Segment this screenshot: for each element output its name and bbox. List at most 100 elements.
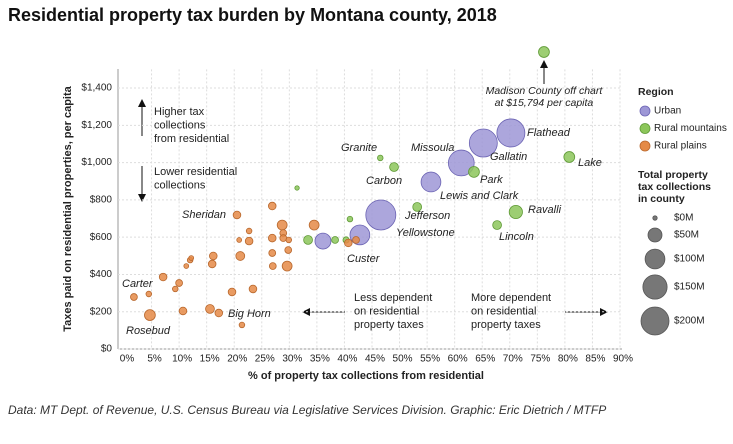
- bubble: [158, 272, 168, 282]
- bubble: [232, 210, 242, 220]
- bubble: [377, 154, 384, 162]
- county-label: Lincoln: [499, 231, 534, 243]
- bubble: [268, 249, 277, 257]
- offchart-bubble: [538, 46, 550, 58]
- bubble: [285, 236, 292, 244]
- bubble: [144, 309, 156, 321]
- x-tick-label: 90%: [613, 354, 633, 365]
- county-label: Carter: [122, 278, 154, 290]
- county-label: Granite: [341, 142, 377, 154]
- y-tick-label: $0: [101, 344, 113, 355]
- bubble: [268, 201, 277, 211]
- bubble: [175, 279, 183, 287]
- y-axis-label: Taxes paid on residential properties, pe…: [62, 85, 74, 331]
- x-tick-label: 60%: [448, 354, 468, 365]
- bubble: [227, 287, 237, 297]
- bubble: [188, 255, 195, 261]
- bubble: [236, 237, 243, 243]
- x-tick-label: 20%: [227, 354, 247, 365]
- size-legend-title: Total property: [638, 169, 708, 181]
- annotation: on residential: [354, 305, 419, 317]
- bubble: [563, 151, 576, 163]
- y-tick-label: $1,400: [81, 83, 112, 94]
- y-tick-label: $1,200: [81, 120, 112, 131]
- annotation: Less dependent: [354, 292, 432, 304]
- county-label: Lake: [578, 157, 602, 169]
- county-label: Flathead: [527, 127, 571, 139]
- size-legend-label: $100M: [674, 254, 705, 265]
- bubble: [412, 202, 423, 212]
- offchart-label: at $15,794 per capita: [495, 97, 594, 109]
- bubble: [389, 162, 399, 172]
- x-tick-label: 30%: [282, 354, 302, 365]
- size-legend-circle: [647, 227, 663, 243]
- county-label: Yellowstone: [396, 227, 455, 239]
- size-legend-circle: [652, 215, 658, 221]
- x-tick-label: 70%: [503, 354, 523, 365]
- bubble: [235, 251, 246, 261]
- bubble: [268, 262, 277, 270]
- bubble: [178, 306, 188, 316]
- legend-label: Rural plains: [654, 141, 707, 152]
- bubble: [207, 259, 217, 269]
- x-tick-label: 5%: [147, 354, 162, 365]
- bubble: [244, 236, 254, 246]
- y-tick-label: $1,000: [81, 157, 112, 168]
- bubble: [314, 232, 332, 250]
- bubble: [352, 236, 360, 244]
- size-legend-label: $0M: [674, 213, 693, 224]
- x-tick-label: 50%: [393, 354, 413, 365]
- annotation: collections: [154, 119, 206, 131]
- y-tick-label: $600: [90, 232, 113, 243]
- x-tick-label: 15%: [200, 354, 220, 365]
- bubble: [468, 166, 480, 178]
- bubble: [420, 171, 442, 193]
- bubble: [344, 238, 353, 248]
- bubble: [145, 290, 152, 298]
- legend-swatch: [639, 140, 651, 152]
- x-tick-label: 80%: [558, 354, 578, 365]
- x-tick-label: 75%: [530, 354, 550, 365]
- bubble: [172, 285, 179, 293]
- legend-label: Rural mountains: [654, 123, 727, 134]
- annotation: collections: [154, 179, 206, 191]
- county-label: Park: [480, 174, 503, 186]
- legend-swatch: [639, 105, 651, 117]
- legend-label: Urban: [654, 106, 681, 117]
- bubble: [245, 227, 253, 235]
- county-label: Lewis and Clark: [440, 190, 519, 202]
- annotation: Lower residential: [154, 166, 237, 178]
- size-legend-label: $200M: [674, 316, 705, 327]
- county-label: Big Horn: [228, 308, 271, 320]
- annotation: Higher tax: [154, 106, 205, 118]
- bubble: [238, 321, 246, 329]
- x-tick-label: 0%: [120, 354, 135, 365]
- bubble: [331, 236, 339, 244]
- bubble: [268, 233, 277, 243]
- bubble: [294, 185, 300, 191]
- bubble: [492, 220, 502, 230]
- x-axis-label: % of property tax collections from resid…: [248, 370, 484, 382]
- x-tick-label: 65%: [475, 354, 495, 365]
- bubble: [508, 204, 523, 220]
- chart-title: Residential property tax burden by Monta…: [8, 5, 497, 25]
- bubble: [365, 199, 397, 231]
- bubble: [130, 293, 138, 301]
- bubble: [496, 118, 526, 148]
- bubble: [209, 251, 218, 261]
- bubble: [281, 260, 293, 272]
- size-legend-circle: [640, 306, 670, 336]
- x-tick-label: 55%: [420, 354, 440, 365]
- size-legend-circle: [644, 248, 666, 270]
- county-label: Jefferson: [404, 210, 450, 222]
- source: Data: MT Dept. of Revenue, U.S. Census B…: [8, 403, 606, 417]
- county-label: Missoula: [411, 142, 454, 154]
- x-tick-label: 45%: [365, 354, 385, 365]
- x-tick-label: 25%: [255, 354, 275, 365]
- size-legend-title: in county: [638, 193, 685, 205]
- county-label: Carbon: [366, 175, 402, 187]
- x-tick-label: 35%: [310, 354, 330, 365]
- y-tick-label: $800: [90, 195, 113, 206]
- annotation: More dependent: [471, 292, 551, 304]
